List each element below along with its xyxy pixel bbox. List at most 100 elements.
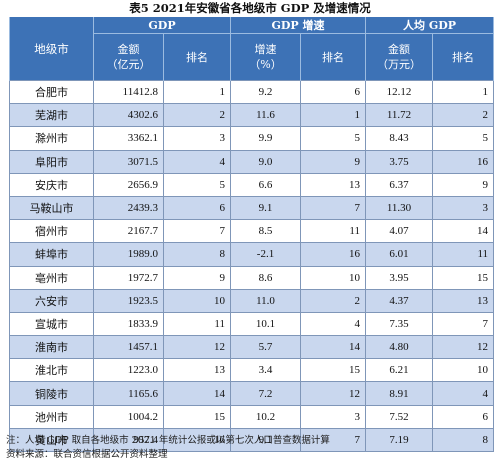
cell-gdp-rank: 14 [163, 381, 231, 406]
cell-city: 合肥市 [9, 79, 94, 105]
cell-growth: 3.4 [230, 358, 301, 383]
table-row: 芜湖市 4302.6 2 11.6 1 11.72 2 [9, 103, 495, 128]
cell-per-capita-rank: 12 [432, 335, 495, 360]
cell-per-capita-rank: 8 [432, 427, 495, 453]
cell-per-capita: 8.43 [365, 126, 434, 151]
cell-growth-rank: 10 [299, 265, 367, 290]
table-row: 黄山市 957.4 16 9.1 7 7.19 8 [9, 427, 495, 453]
cell-per-capita: 7.35 [365, 311, 434, 337]
table-row: 池州市 1004.2 15 10.2 3 7.52 6 [9, 404, 495, 429]
cell-gdp-rank: 13 [163, 358, 231, 383]
cell-per-capita: 7.52 [365, 404, 434, 429]
cell-gdp: 1923.5 [93, 288, 164, 313]
header-gdp-rank: 排名 [163, 33, 231, 81]
cell-per-capita-rank: 10 [432, 358, 495, 383]
cell-gdp: 1165.6 [93, 381, 164, 406]
cell-growth: 8.5 [230, 219, 301, 244]
cell-gdp: 1223.0 [93, 358, 164, 383]
cell-city: 铜陵市 [9, 381, 94, 406]
table-row: 淮南市 1457.1 12 5.7 14 4.80 12 [9, 335, 495, 360]
header-per-capita-group: 人均 GDP [365, 17, 495, 34]
cell-growth: 9.9 [230, 126, 301, 151]
cell-per-capita-rank: 3 [432, 195, 495, 221]
cell-gdp-rank: 7 [163, 219, 231, 244]
cell-growth: 9.1 [230, 427, 301, 453]
footnote: 注：人均 GDP 取自各地级市 2021 年统计公报或以第七次人口普查数据计算 [6, 435, 330, 446]
table-row: 淮北市 1223.0 13 3.4 15 6.21 10 [9, 358, 495, 383]
cell-per-capita: 3.95 [365, 265, 434, 290]
gdp-table: 地级市 GDP GDP 增速 人均 GDP 金额 （亿元） 排名 增速 （%） 排名… [9, 17, 495, 453]
cell-per-capita-rank: 16 [432, 149, 495, 174]
cell-growth-rank: 14 [299, 335, 367, 360]
cell-city: 宿州市 [9, 219, 94, 244]
cell-gdp: 2439.3 [93, 195, 164, 221]
cell-gdp-rank: 1 [163, 79, 231, 105]
table-row: 六安市 1923.5 10 11.0 2 4.37 13 [9, 288, 495, 313]
cell-per-capita-rank: 13 [432, 288, 495, 313]
cell-per-capita-rank: 15 [432, 265, 495, 290]
cell-growth-rank: 9 [299, 149, 367, 174]
table-row: 蚌埠市 1989.0 8 -2.1 16 6.01 11 [9, 242, 495, 267]
table-row: 亳州市 1972.7 9 8.6 10 3.95 15 [9, 265, 495, 290]
cell-growth: 5.7 [230, 335, 301, 360]
cell-gdp: 3362.1 [93, 126, 164, 151]
cell-growth-rank: 7 [299, 427, 367, 453]
cell-per-capita: 3.75 [365, 149, 434, 174]
cell-city: 蚌埠市 [9, 242, 94, 267]
cell-gdp: 3071.5 [93, 149, 164, 174]
cell-growth: 10.1 [230, 311, 301, 337]
cell-city: 滁州市 [9, 126, 94, 151]
cell-per-capita: 6.01 [365, 242, 434, 267]
table-row: 铜陵市 1165.6 14 7.2 12 8.91 4 [9, 381, 495, 406]
cell-growth: 11.0 [230, 288, 301, 313]
cell-gdp: 1457.1 [93, 335, 164, 360]
cell-growth: 10.2 [230, 404, 301, 429]
cell-growth: 8.6 [230, 265, 301, 290]
cell-per-capita: 7.19 [365, 427, 434, 453]
cell-gdp: 2167.7 [93, 219, 164, 244]
cell-growth-rank: 13 [299, 172, 367, 197]
cell-gdp: 11412.8 [93, 79, 164, 105]
cell-growth-rank: 4 [299, 311, 367, 337]
cell-growth: -2.1 [230, 242, 301, 267]
table-row: 马鞍山市 2439.3 6 9.1 7 11.30 3 [9, 195, 495, 221]
header-growth-group: GDP 增速 [229, 17, 367, 34]
cell-growth: 6.6 [230, 172, 301, 197]
cell-growth-rank: 7 [299, 195, 367, 221]
table-row: 宣城市 1833.9 11 10.1 4 7.35 7 [9, 311, 495, 337]
header-gdp-amount: 金额 （亿元） [93, 33, 164, 81]
cell-city: 安庆市 [9, 172, 94, 197]
table-row: 宿州市 2167.7 7 8.5 11 4.07 14 [9, 219, 495, 244]
header-city: 地级市 [9, 17, 94, 81]
table-title: 表5 2021年安徽省各地级市 GDP 及增速情况 [129, 1, 371, 15]
header-growth-rank: 排名 [299, 33, 367, 81]
cell-growth-rank: 12 [299, 381, 367, 406]
cell-gdp-rank: 6 [163, 195, 231, 221]
header-growth: 增速 （%） [230, 33, 301, 81]
cell-per-capita: 4.07 [365, 219, 434, 244]
cell-city: 淮南市 [9, 335, 94, 360]
cell-gdp-rank: 9 [163, 265, 231, 290]
cell-city: 黄山市 [9, 427, 94, 453]
cell-per-capita-rank: 14 [432, 219, 495, 244]
cell-per-capita: 11.72 [365, 103, 434, 128]
cell-per-capita: 11.30 [365, 195, 434, 221]
cell-growth-rank: 16 [299, 242, 367, 267]
cell-per-capita: 12.12 [365, 79, 434, 105]
cell-city: 芜湖市 [9, 103, 94, 128]
cell-growth-rank: 6 [299, 79, 367, 105]
cell-growth-rank: 5 [299, 126, 367, 151]
cell-city: 六安市 [9, 288, 94, 313]
cell-per-capita: 6.37 [365, 172, 434, 197]
cell-gdp-rank: 5 [163, 172, 231, 197]
cell-gdp-rank: 2 [163, 103, 231, 128]
cell-per-capita-rank: 5 [432, 126, 495, 151]
cell-per-capita-rank: 4 [432, 381, 495, 406]
cell-city: 阜阳市 [9, 149, 94, 174]
cell-per-capita-rank: 1 [432, 79, 495, 105]
cell-gdp-rank: 4 [163, 149, 231, 174]
cell-gdp-rank: 12 [163, 335, 231, 360]
cell-gdp: 1833.9 [93, 311, 164, 337]
cell-gdp-rank: 3 [163, 126, 231, 151]
cell-gdp: 1989.0 [93, 242, 164, 267]
